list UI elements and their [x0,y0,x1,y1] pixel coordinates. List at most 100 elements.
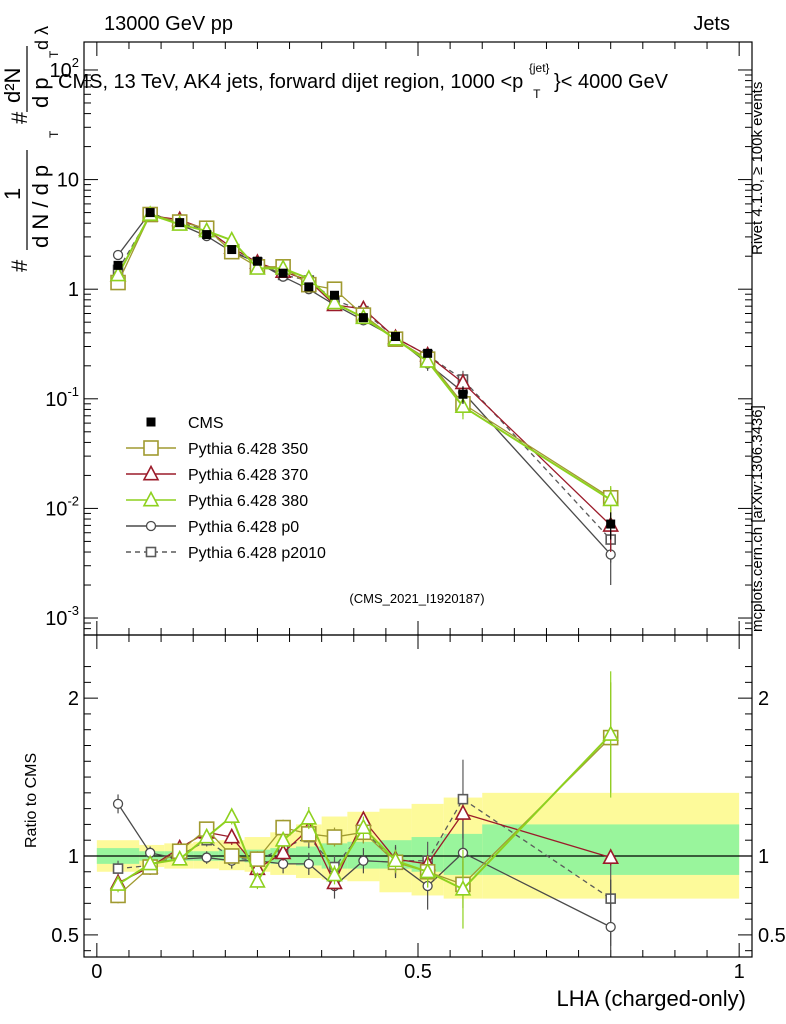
legend-label: Pythia 6.428 380 [188,493,308,510]
legend-marker [146,417,156,427]
main-series-group [109,205,620,586]
ratio-point [605,921,616,933]
ratio-point [454,804,472,820]
main-point [278,268,288,278]
main-y-axis-label: # 1 d N / d p T # d²N d p T d λ [0,26,61,272]
ratio-y-tick-label-right: 1 [758,846,769,868]
main-point [113,260,123,270]
legend-marker [142,464,160,481]
ylabel-hash-1: # [7,259,32,272]
main-point [458,389,468,399]
legend-marker [145,520,157,532]
legend-label: Pythia 6.428 p0 [188,519,299,536]
main-point [358,313,368,323]
chart-title: CMS, 13 TeV, AK4 jets, forward dijet reg… [58,55,669,103]
main-point [202,230,212,240]
main-point [252,256,262,266]
main-y-tick-label-exp: -1 [67,384,79,399]
main-point [175,218,185,228]
ratio-point [387,851,404,868]
legend-entry-pythia-6-428-370: Pythia 6.428 370 [126,464,308,484]
ratio-point [274,830,292,847]
ratio-series-pythia-6-428-380 [109,671,620,929]
ratio-point [602,848,620,865]
main-y-tick-label-base: 10 [50,60,72,82]
main-point [391,332,401,342]
chart-title-sub: T [533,87,541,101]
main-y-tick-label-base: 10 [45,608,67,630]
main-point [602,490,620,507]
ratio-panel: 0.5 0.5 1 1 2 2 0 0.5 1 [51,634,786,983]
ratio-uncertainty-bands [84,792,752,899]
main-point [330,290,339,300]
main-frame [83,41,753,636]
ratio-frame [83,634,753,958]
ratio-point [300,808,318,825]
ratio-point [198,827,216,844]
ylabel-frac-den: d N / d p [28,165,53,248]
ylabel-deriv-num: d²N [0,68,25,103]
main-point [109,265,127,282]
ratio-point [457,793,469,805]
ylabel-frac-num: 1 [0,188,25,200]
main-y-tick-label-base: 10 [45,498,67,520]
main-point [304,282,314,292]
ratio-point [303,858,314,870]
legend-marker [143,440,159,456]
ratio-series-group [109,671,620,957]
legend-marker [142,490,160,507]
legend-entry-cms: CMS [146,415,224,432]
ylabel-deriv-den2: d λ [32,26,52,50]
main-y-tick-label: 10-2 [45,493,79,520]
ratio-point [223,827,241,844]
legend-label: Pythia 6.428 350 [188,441,308,458]
legend-entry-pythia-6-428-350: Pythia 6.428 350 [126,440,308,458]
main-y-tick-label-exp: 2 [72,55,79,70]
ratio-point [112,798,124,810]
main-point [145,208,155,218]
ratio-point [223,848,240,864]
header-right: Jets [693,13,730,35]
ratio-point [249,851,266,867]
ratio-point [277,858,289,870]
main-series-pythia-6-428-350 [110,206,619,511]
ylabel-frac-den-sub: T [47,130,61,138]
ratio-y-tick-label-left: 2 [68,688,79,710]
side-rivet-label: Rivet 4.1.0, ≥ 100k events [749,82,766,255]
ratio-point [355,818,372,835]
main-y-tick-label: 1 [68,279,79,301]
ratio-series-line [117,798,612,900]
chart-title-sup: {jet} [529,61,550,75]
ratio-point [201,852,212,863]
legend-entry-pythia-6-428-p0: Pythia 6.428 p0 [126,519,299,536]
ratio-point [454,879,472,896]
ratio-point [249,871,266,888]
main-y-tick-label: 10 [57,170,79,192]
ratio-y-tick-label-left: 1 [68,846,79,868]
main-y-tick-label-exp: -3 [67,603,79,618]
chart-title-main: CMS, 13 TeV, AK4 jets, forward dijet reg… [58,71,523,93]
ylabel-deriv-den: d p [28,77,53,108]
ratio-y-tick-label-left: 0.5 [51,925,79,947]
main-point [419,352,436,368]
main-point [606,519,616,529]
main-y-tick-label: 10-1 [45,384,79,411]
main-point [112,249,124,261]
main-point [454,397,472,414]
ratio-point [112,863,124,874]
legend-label: Pythia 6.428 p2010 [188,545,326,562]
main-y-tick-label: 102 [50,55,79,82]
main-y-tick-label-base: 10 [45,389,67,411]
legend-label: CMS [188,415,224,432]
main-y-tick-label: 10-3 [45,603,79,630]
header-left: 13000 GeV pp [104,13,233,35]
main-point [326,293,343,310]
x-tick-label: 1 [734,961,745,983]
main-point [227,245,237,255]
legend-marker [145,546,157,558]
legend-entry-pythia-6-428-380: Pythia 6.428 380 [126,490,308,510]
ratio-point [602,725,620,741]
ratio-y-axis-label: Ratio to CMS [23,753,40,848]
